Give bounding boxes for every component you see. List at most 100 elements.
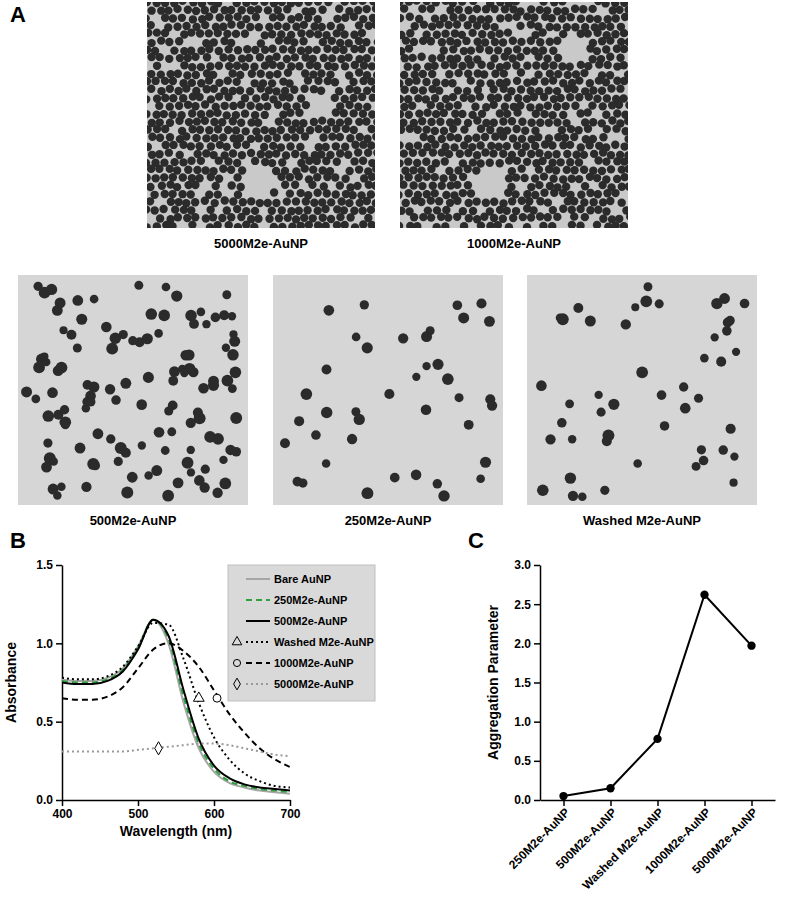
particle — [344, 53, 352, 61]
particle — [229, 149, 237, 157]
particle — [494, 46, 502, 54]
particle — [694, 394, 703, 403]
particle — [490, 119, 498, 127]
particle — [517, 68, 525, 76]
particle — [487, 31, 495, 39]
particle — [247, 197, 255, 205]
particle — [275, 117, 283, 125]
particle — [359, 220, 367, 228]
particle — [302, 101, 310, 109]
plot-area — [559, 591, 755, 800]
particle — [536, 197, 544, 205]
tick: Washed M2e-AuNP — [580, 800, 667, 892]
particle — [541, 140, 549, 148]
particle — [227, 20, 235, 28]
particle — [333, 15, 341, 23]
legend-swatch — [246, 620, 270, 622]
particle — [187, 446, 195, 454]
particle — [156, 214, 164, 222]
particle — [155, 53, 163, 61]
particle — [196, 29, 204, 37]
particle — [178, 14, 186, 22]
particle — [106, 343, 118, 355]
particle — [269, 13, 277, 21]
particle — [599, 198, 607, 206]
series-line — [564, 595, 752, 796]
particle — [286, 189, 294, 197]
tick-mark — [534, 643, 540, 645]
particle — [411, 470, 422, 481]
particle — [427, 37, 435, 45]
tick-mark — [56, 721, 62, 723]
particle — [268, 207, 276, 215]
legend-entry: Washed M2e-AuNP — [232, 636, 374, 648]
particle — [288, 222, 296, 228]
particle — [532, 61, 540, 69]
particle — [655, 299, 664, 308]
particle — [442, 206, 450, 214]
particle — [350, 2, 358, 5]
particle — [93, 428, 104, 439]
particle — [433, 479, 442, 488]
particle — [350, 13, 358, 21]
particle — [586, 79, 594, 87]
particle — [453, 213, 461, 221]
particle — [147, 197, 154, 205]
particle — [300, 21, 308, 29]
particle — [428, 70, 436, 78]
image-background — [400, 2, 628, 228]
particle — [321, 205, 329, 213]
tick: 1.0 — [514, 715, 540, 729]
particle — [577, 61, 585, 69]
particle — [400, 191, 403, 199]
particle — [176, 54, 184, 62]
particle — [166, 133, 174, 141]
particle — [558, 62, 566, 70]
particle — [293, 477, 303, 487]
particle — [722, 326, 732, 336]
particle — [494, 93, 502, 101]
particle — [324, 305, 335, 316]
particle — [505, 156, 513, 164]
particle — [202, 134, 210, 142]
particle — [423, 109, 431, 117]
legend-label: 1000M2e-AuNP — [274, 657, 353, 669]
particle — [224, 126, 232, 134]
particle — [620, 173, 628, 181]
particle — [427, 196, 435, 204]
particle — [579, 5, 587, 13]
particle — [402, 36, 410, 44]
particle — [552, 166, 560, 174]
tick-label: 1.0 — [36, 637, 53, 651]
particle — [291, 150, 299, 158]
particle — [304, 2, 312, 6]
particle — [576, 109, 584, 117]
particle — [331, 78, 339, 86]
particle — [584, 125, 592, 133]
particle — [527, 20, 535, 28]
particle — [362, 342, 373, 353]
particle — [543, 54, 551, 62]
particle — [525, 197, 533, 205]
particle — [350, 157, 358, 165]
particle — [251, 157, 259, 165]
particle — [328, 37, 336, 45]
particle — [428, 22, 436, 30]
particle — [593, 221, 601, 228]
particle — [400, 207, 406, 215]
particle — [400, 4, 408, 12]
particle — [252, 94, 260, 102]
particle — [527, 5, 535, 13]
particle — [227, 6, 235, 14]
particle — [283, 197, 291, 205]
particle — [518, 149, 526, 157]
particle — [367, 206, 375, 214]
particle — [476, 298, 486, 308]
particle — [445, 70, 453, 78]
particle — [183, 214, 191, 222]
particle — [527, 150, 535, 158]
particle — [516, 22, 524, 30]
particle — [617, 198, 625, 206]
particle — [430, 189, 438, 197]
particle — [284, 69, 292, 77]
